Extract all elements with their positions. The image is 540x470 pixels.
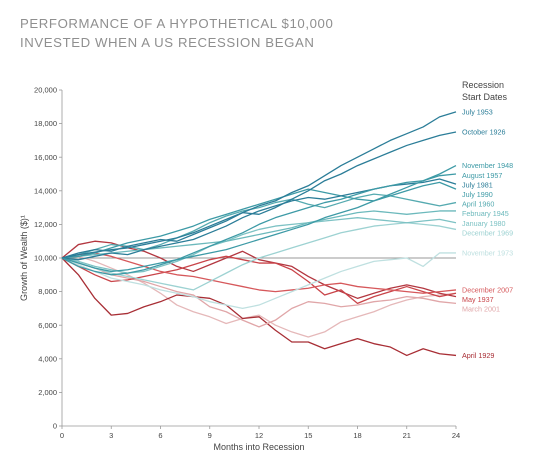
y-tick-label: 16,000 (34, 153, 57, 162)
chart-title: PERFORMANCE OF A HYPOTHETICAL $10,000 IN… (20, 14, 440, 52)
series-line (61, 111, 457, 259)
chart-title-line-1: PERFORMANCE OF A HYPOTHETICAL $10,000 (20, 16, 334, 31)
x-tick-label: 0 (60, 431, 64, 440)
series-end-label: November 1948 (462, 161, 513, 170)
legend-title-line-2: Start Dates (462, 92, 508, 102)
series-line (61, 255, 457, 305)
y-tick-label: 2,000 (38, 388, 57, 397)
x-tick-label: 18 (353, 431, 361, 440)
x-tick-label: 15 (304, 431, 312, 440)
x-tick-label: 9 (208, 431, 212, 440)
x-axis-label: Months into Recession (213, 442, 304, 452)
y-tick-label: 14,000 (34, 186, 57, 195)
x-tick-label: 12 (255, 431, 263, 440)
series-line (61, 222, 457, 291)
y-tick-label: 12,000 (34, 220, 57, 229)
series-end-label: July 1953 (462, 107, 493, 116)
series-end-label: May 1937 (462, 295, 494, 304)
series-end-label: March 2001 (462, 305, 500, 314)
series-end-label: December 1969 (462, 228, 513, 237)
x-tick-label: 24 (452, 431, 460, 440)
series-line (61, 131, 457, 259)
legend-title-line-1: Recession (462, 80, 504, 90)
series-line (61, 165, 457, 273)
x-tick-label: 3 (109, 431, 113, 440)
y-tick-label: 8,000 (38, 287, 57, 296)
series-end-label: April 1960 (462, 200, 494, 209)
series-end-label: August 1957 (462, 171, 502, 180)
series-end-label: January 1980 (462, 219, 506, 228)
y-tick-label: 4,000 (38, 354, 57, 363)
series-line (61, 210, 456, 259)
series-end-label: July 1990 (462, 190, 493, 199)
series-line (61, 255, 457, 338)
y-tick-label: 20,000 (34, 86, 57, 95)
series-end-label: April 1929 (462, 351, 494, 360)
y-axis-label: Growth of Wealth ($)¹ (19, 215, 29, 301)
y-tick-label: 18,000 (34, 119, 57, 128)
series-end-label: February 1945 (462, 209, 509, 218)
series-line (61, 181, 457, 259)
series-end-label: December 2007 (462, 286, 513, 295)
series-line (61, 252, 456, 310)
series-line (61, 257, 457, 328)
y-tick-label: 0 (53, 422, 57, 431)
series-line (61, 257, 457, 357)
series-end-label: July 1981 (462, 180, 493, 189)
x-tick-label: 21 (403, 431, 411, 440)
y-tick-label: 6,000 (38, 321, 57, 330)
series-line (61, 252, 457, 294)
series-line (61, 173, 457, 276)
chart-title-line-2: INVESTED WHEN A US RECESSION BEGAN (20, 35, 315, 50)
y-tick-label: 10,000 (34, 254, 57, 263)
x-tick-label: 6 (158, 431, 162, 440)
series-end-label: November 1973 (462, 249, 513, 258)
series-end-label: October 1926 (462, 128, 506, 137)
